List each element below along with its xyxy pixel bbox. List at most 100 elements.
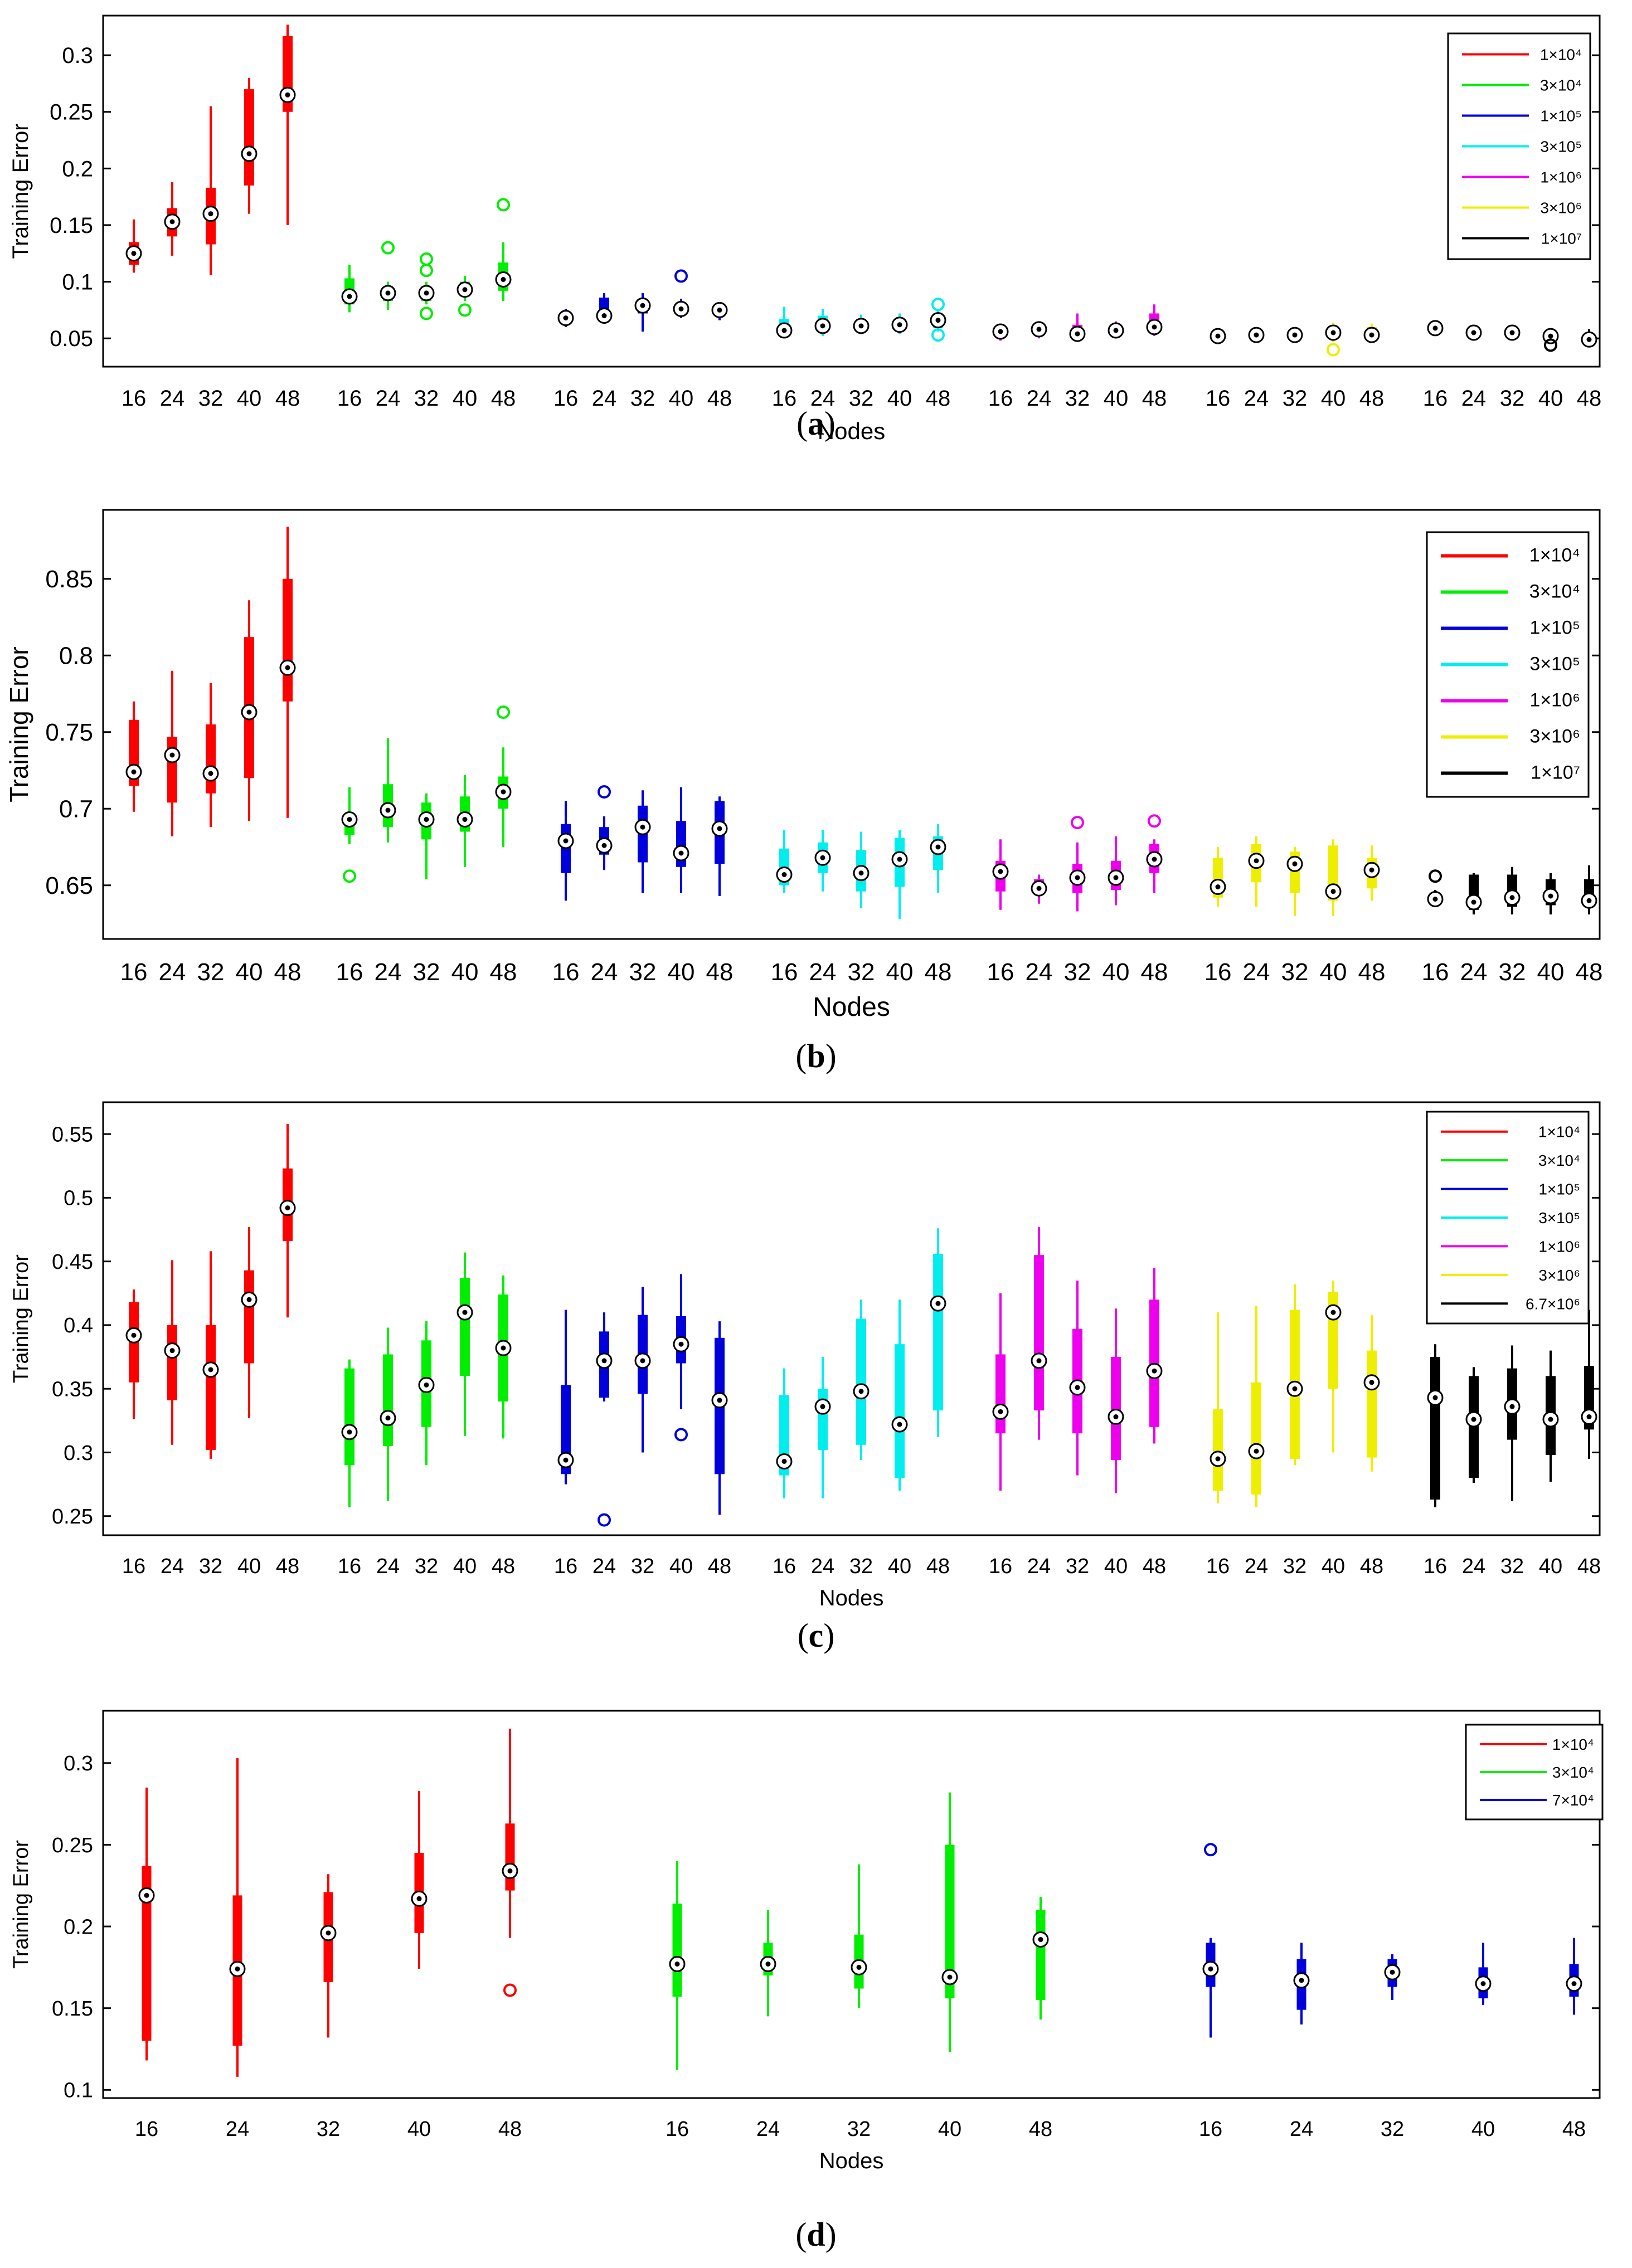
x-tick-label: 32 <box>1381 2118 1404 2141</box>
x-tick-label: 32 <box>849 1555 873 1578</box>
legend-label: 3×10⁵ <box>1538 1209 1580 1227</box>
box-iqr <box>1367 1350 1377 1458</box>
box-iqr <box>1036 1910 1046 2001</box>
y-axis-label: Training Error <box>8 123 33 259</box>
x-tick-label: 48 <box>706 958 734 986</box>
x-tick-label: 40 <box>938 2118 961 2141</box>
plot-frame <box>102 14 1601 368</box>
x-tick-label: 16 <box>987 958 1014 986</box>
x-tick-label: 24 <box>1245 1555 1268 1578</box>
x-tick-label: 40 <box>1322 1555 1345 1578</box>
series-5 <box>1210 836 1380 916</box>
legend-label: 1×10⁵ <box>1540 108 1582 125</box>
x-tick-label: 40 <box>1471 2118 1495 2141</box>
x-tick-label: 48 <box>926 386 951 411</box>
box-iqr <box>244 89 254 186</box>
x-tick-label: 16 <box>666 2118 689 2141</box>
y-tick-label: 0.85 <box>45 566 93 593</box>
y-tick-label: 0.25 <box>52 1834 93 1857</box>
median-dot <box>1292 332 1298 338</box>
median-dot <box>235 1966 240 1972</box>
median-dot <box>601 843 607 848</box>
panel-label-open: ( <box>798 1617 809 1654</box>
x-tick-label: 40 <box>669 1555 693 1578</box>
box-iqr <box>995 1354 1006 1434</box>
legend-label: 3×10⁶ <box>1529 726 1580 747</box>
x-tick-label: 48 <box>498 2118 522 2141</box>
x-tick-label: 16 <box>772 386 797 411</box>
panel-label-close: ) <box>824 405 836 442</box>
legend-label: 3×10⁵ <box>1540 138 1582 155</box>
x-tick-label: 32 <box>847 2118 871 2141</box>
outlier-point <box>497 198 510 212</box>
x-tick-label: 16 <box>988 386 1013 411</box>
x-tick-label: 24 <box>591 958 618 986</box>
outlier-point <box>931 328 945 342</box>
outlier-point <box>598 785 611 799</box>
median-dot <box>1215 1456 1221 1462</box>
series-1 <box>341 705 512 883</box>
series-2 <box>1202 1843 1582 2038</box>
x-tick-label: 16 <box>337 386 362 411</box>
panel-label-letter: a <box>808 405 824 442</box>
x-tick-label: 16 <box>120 958 148 986</box>
x-tick-label: 40 <box>237 386 262 411</box>
y-tick-label: 0.2 <box>62 157 93 181</box>
x-tick-label: 40 <box>451 958 479 986</box>
x-tick-label: 32 <box>199 1555 222 1578</box>
series-4 <box>992 304 1163 342</box>
median-dot <box>1036 1358 1042 1364</box>
outlier-point <box>1544 338 1557 352</box>
x-tick-label: 32 <box>415 1555 438 1578</box>
y-axis-label: Training Error <box>9 1840 33 1969</box>
median-dot <box>1152 324 1157 330</box>
outlier-point <box>598 1513 611 1527</box>
legend: 1×10⁴ 3×10⁴ 1×10⁵ 3×10⁵ 1×10⁶ 3×10⁶ 1×10⁷ <box>1426 531 1590 798</box>
x-tick-label: 16 <box>1423 386 1448 411</box>
x-tick-label: 32 <box>1066 1555 1089 1578</box>
series-5 <box>1210 1280 1380 1507</box>
box-iqr <box>167 1325 177 1400</box>
median-dot <box>781 328 787 333</box>
legend-label: 7×10⁴ <box>1552 1792 1594 1809</box>
x-tick-label: 24 <box>375 958 402 986</box>
median-dot <box>674 1962 680 1967</box>
x-tick-label: 48 <box>926 1555 950 1578</box>
y-tick-label: 0.35 <box>52 1378 93 1401</box>
y-tick-label: 0.65 <box>45 872 93 899</box>
x-tick-label: 40 <box>1102 958 1130 986</box>
series-0 <box>125 527 296 836</box>
box-iqr <box>142 1866 152 2041</box>
median-dot <box>856 1964 862 1970</box>
x-tick-label: 40 <box>1321 386 1346 411</box>
y-tick-label: 0.5 <box>64 1187 93 1210</box>
y-tick-label: 0.3 <box>64 1442 93 1465</box>
x-tick-label: 48 <box>1360 1555 1383 1578</box>
outlier-point <box>381 241 395 255</box>
x-tick-label: 32 <box>197 958 225 986</box>
median-dot <box>208 211 213 217</box>
box-iqr <box>383 1354 393 1447</box>
x-tick-label: 16 <box>336 958 363 986</box>
outlier-point <box>931 298 945 312</box>
y-tick-label: 0.15 <box>50 213 93 238</box>
panel-label-open: ( <box>795 1038 807 1074</box>
median-dot <box>131 1332 137 1338</box>
legend-label: 1×10⁴ <box>1538 1123 1580 1141</box>
median-dot <box>1509 895 1515 901</box>
series-1 <box>669 1792 1049 2071</box>
x-tick-label: 32 <box>1283 386 1308 411</box>
legend-label: 6.7×10⁶ <box>1526 1295 1580 1312</box>
x-tick-label: 40 <box>453 386 478 411</box>
x-tick-label: 48 <box>275 386 300 411</box>
median-dot <box>1369 867 1374 873</box>
median-dot <box>285 665 290 670</box>
median-dot <box>935 1301 941 1306</box>
legend-label: 1×10⁴ <box>1552 1736 1594 1753</box>
median-dot <box>385 1415 391 1421</box>
median-dot <box>246 709 252 715</box>
outlier-point <box>497 705 510 719</box>
y-tick-label: 0.7 <box>59 796 93 823</box>
median-dot <box>1480 1981 1486 1987</box>
x-tick-label: 40 <box>1104 386 1129 411</box>
